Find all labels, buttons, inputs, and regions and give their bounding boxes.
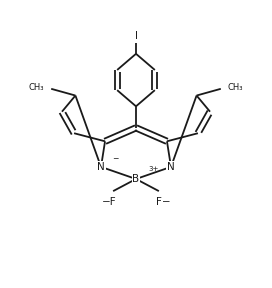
Text: 3+: 3+ bbox=[148, 166, 159, 172]
Text: N: N bbox=[97, 162, 105, 172]
Text: −F: −F bbox=[102, 197, 116, 207]
Text: N: N bbox=[167, 162, 175, 172]
Text: B: B bbox=[132, 174, 140, 184]
Text: CH₃: CH₃ bbox=[228, 83, 243, 92]
Text: F−: F− bbox=[156, 197, 170, 207]
Text: −: − bbox=[112, 154, 118, 163]
Text: CH₃: CH₃ bbox=[29, 83, 44, 92]
Text: I: I bbox=[134, 31, 138, 41]
